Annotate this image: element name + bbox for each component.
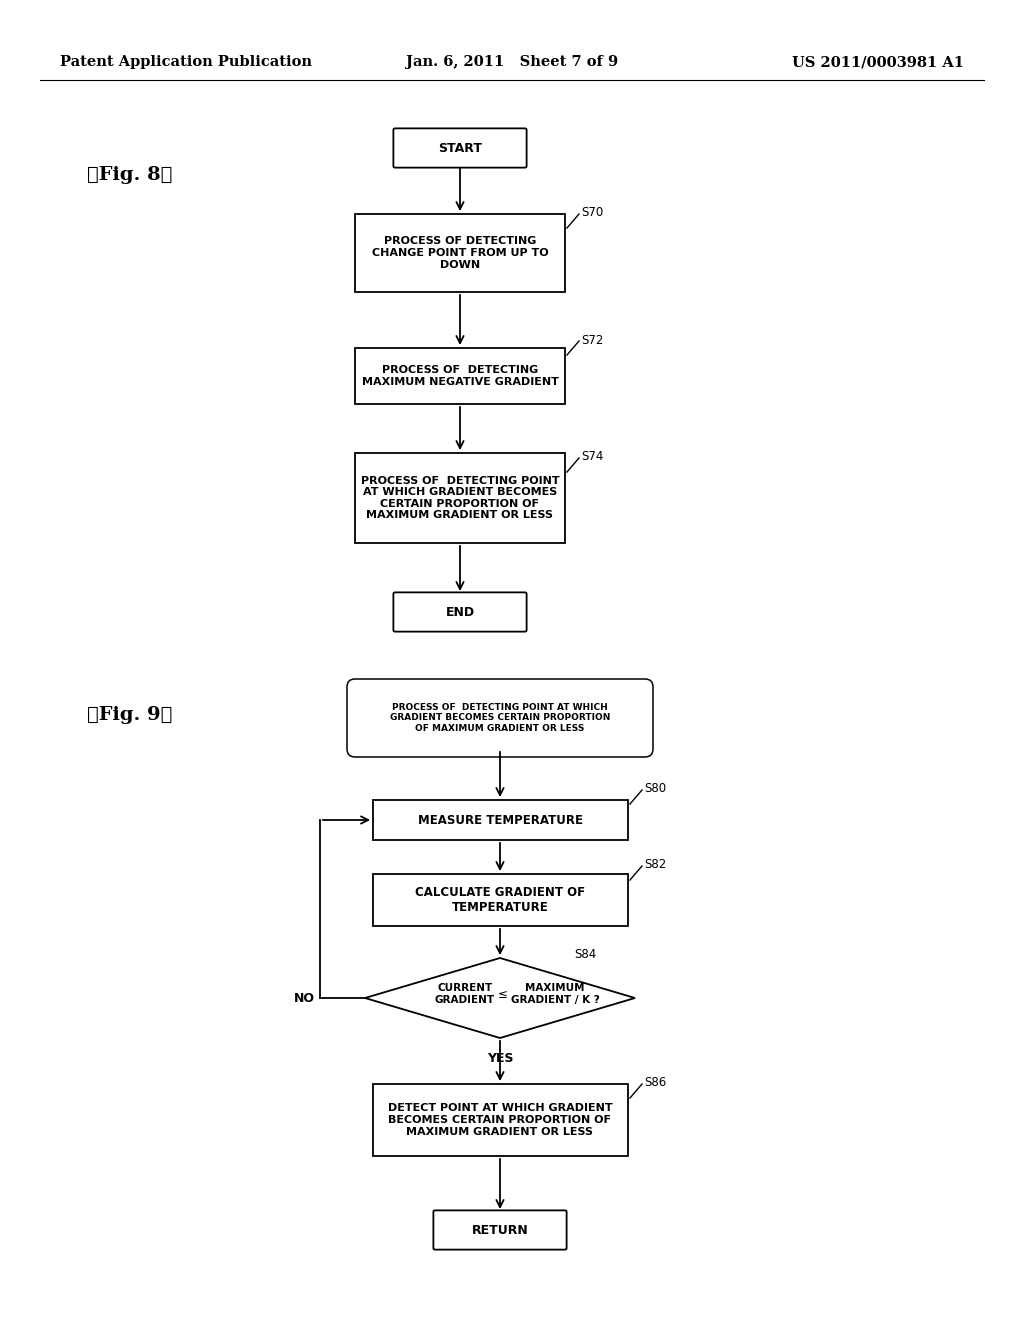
Bar xyxy=(355,348,565,404)
Text: S74: S74 xyxy=(581,450,603,463)
Text: RETURN: RETURN xyxy=(472,1224,528,1237)
Text: S86: S86 xyxy=(644,1077,667,1089)
Text: CURRENT
GRADIENT: CURRENT GRADIENT xyxy=(435,983,495,1005)
Text: MAXIMUM
GRADIENT / K ?: MAXIMUM GRADIENT / K ? xyxy=(511,983,599,1005)
Bar xyxy=(373,1084,628,1156)
Text: PROCESS OF DETECTING
CHANGE POINT FROM UP TO
DOWN: PROCESS OF DETECTING CHANGE POINT FROM U… xyxy=(372,236,548,269)
Text: S70: S70 xyxy=(581,206,603,219)
Text: Patent Application Publication: Patent Application Publication xyxy=(60,55,312,69)
FancyBboxPatch shape xyxy=(393,593,526,632)
Text: PROCESS OF  DETECTING POINT
AT WHICH GRADIENT BECOMES
CERTAIN PROPORTION OF
MAXI: PROCESS OF DETECTING POINT AT WHICH GRAD… xyxy=(360,475,559,520)
FancyBboxPatch shape xyxy=(433,1210,566,1250)
Text: S84: S84 xyxy=(574,949,596,961)
Bar xyxy=(373,800,628,840)
Text: US 2011/0003981 A1: US 2011/0003981 A1 xyxy=(792,55,964,69)
Text: END: END xyxy=(445,606,474,619)
Text: CALCULATE GRADIENT OF
TEMPERATURE: CALCULATE GRADIENT OF TEMPERATURE xyxy=(415,886,585,913)
Text: S72: S72 xyxy=(581,334,603,346)
Text: 「Fig. 8」: 「Fig. 8」 xyxy=(87,166,173,183)
Bar xyxy=(373,874,628,927)
Text: START: START xyxy=(438,141,482,154)
Bar xyxy=(355,453,565,543)
Text: PROCESS OF  DETECTING
MAXIMUM NEGATIVE GRADIENT: PROCESS OF DETECTING MAXIMUM NEGATIVE GR… xyxy=(361,366,558,387)
FancyBboxPatch shape xyxy=(347,678,653,756)
Text: S80: S80 xyxy=(644,783,667,796)
Text: S82: S82 xyxy=(644,858,667,871)
Text: 「Fig. 9」: 「Fig. 9」 xyxy=(87,706,173,723)
Bar xyxy=(355,214,565,292)
Text: YES: YES xyxy=(486,1052,513,1064)
Text: DETECT POINT AT WHICH GRADIENT
BECOMES CERTAIN PROPORTION OF
MAXIMUM GRADIENT OR: DETECT POINT AT WHICH GRADIENT BECOMES C… xyxy=(388,1104,612,1137)
Text: PROCESS OF  DETECTING POINT AT WHICH
GRADIENT BECOMES CERTAIN PROPORTION
OF MAXI: PROCESS OF DETECTING POINT AT WHICH GRAD… xyxy=(390,704,610,733)
Polygon shape xyxy=(365,958,635,1038)
Text: MEASURE TEMPERATURE: MEASURE TEMPERATURE xyxy=(418,813,583,826)
Text: Jan. 6, 2011   Sheet 7 of 9: Jan. 6, 2011 Sheet 7 of 9 xyxy=(406,55,618,69)
Text: NO: NO xyxy=(294,991,315,1005)
Text: ≤: ≤ xyxy=(498,987,508,1001)
FancyBboxPatch shape xyxy=(393,128,526,168)
